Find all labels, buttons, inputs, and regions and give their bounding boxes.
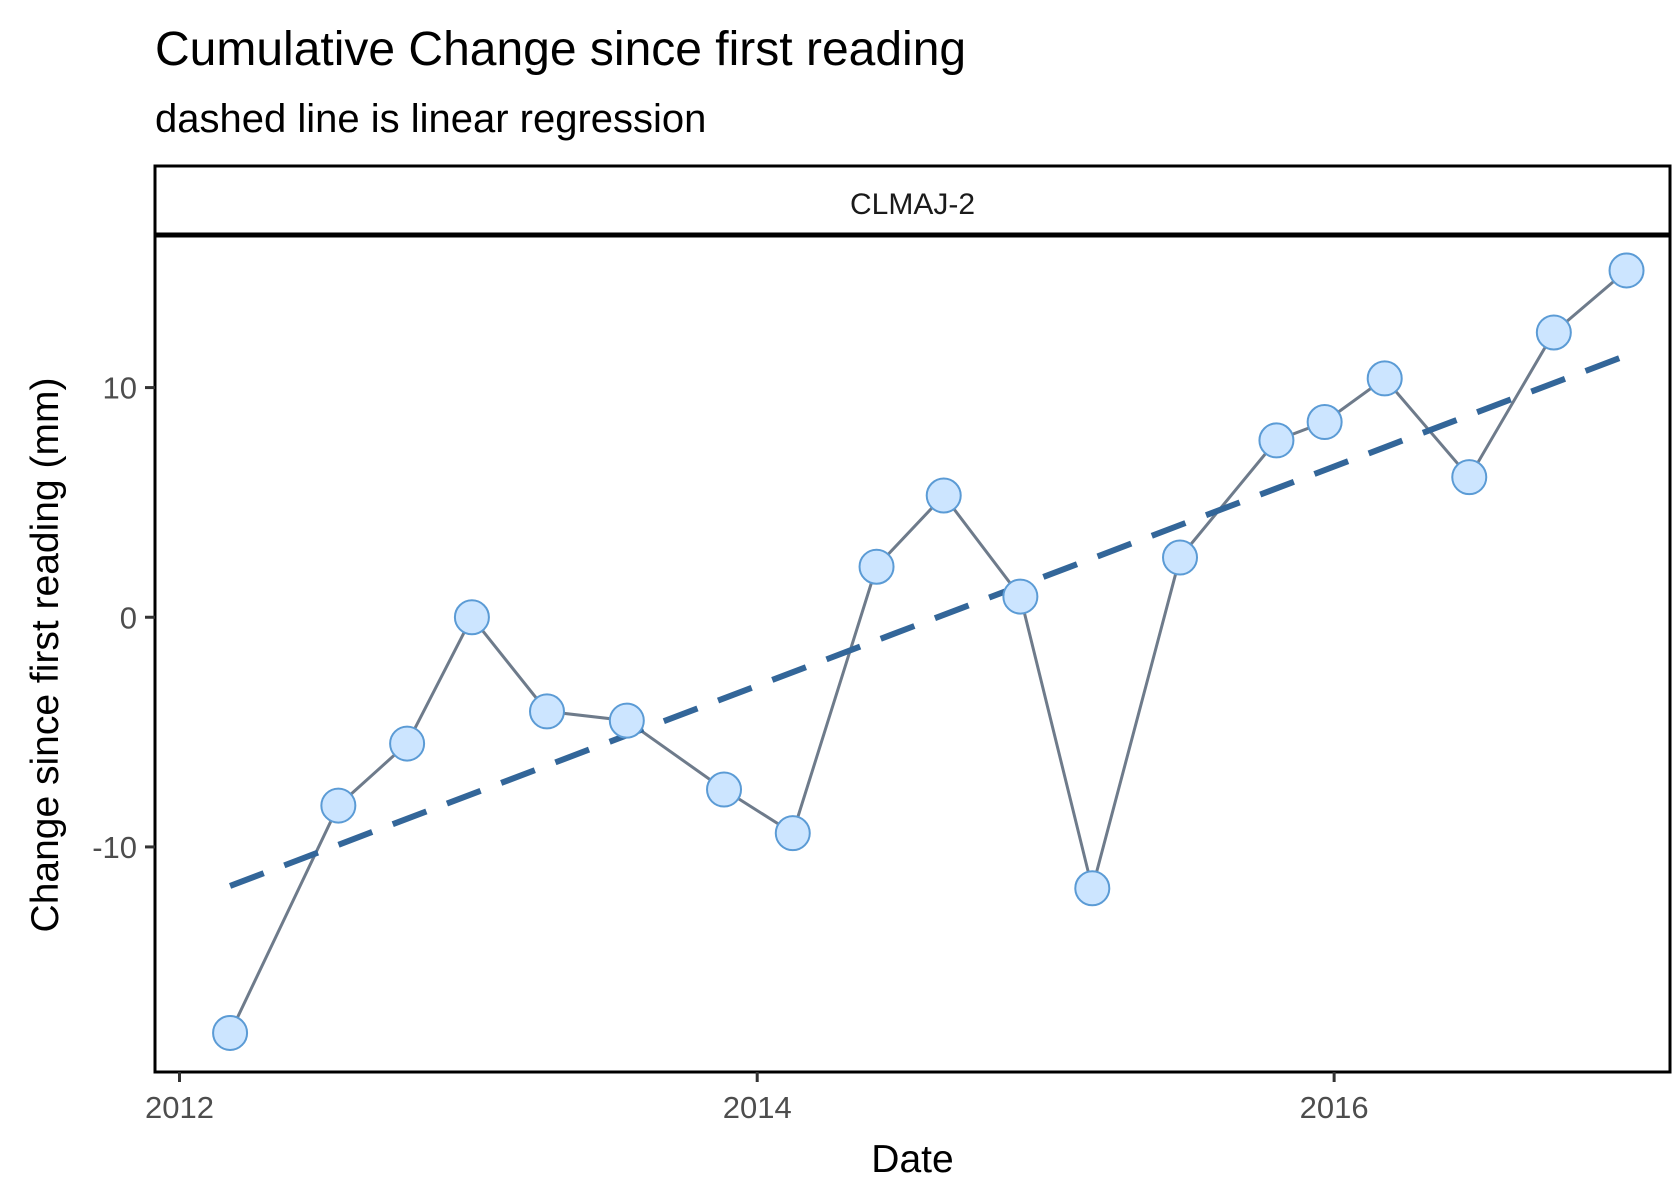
y-axis-title: Change since first reading (mm) <box>24 378 67 933</box>
data-point <box>706 771 743 808</box>
y-axis: -10 0 10 <box>92 371 155 865</box>
x-axis-title: Date <box>871 1138 953 1181</box>
data-point <box>1535 314 1572 351</box>
data-point <box>1074 870 1111 907</box>
plot-panel <box>153 234 1672 1074</box>
chart-subtitle: dashed line is linear regression <box>155 97 706 141</box>
y-tick-label: 0 <box>120 600 137 635</box>
data-point <box>925 477 962 514</box>
x-tick-label: 2016 <box>1300 1090 1369 1125</box>
data-point <box>320 787 357 824</box>
data-point <box>608 702 645 739</box>
data-point <box>1366 360 1403 397</box>
facet-strip-label: CLMAJ-2 <box>850 188 975 221</box>
data-point <box>528 693 565 730</box>
x-tick-label: 2014 <box>723 1090 792 1125</box>
data-point <box>1306 404 1343 441</box>
data-point <box>858 548 895 585</box>
data-point <box>212 1014 249 1051</box>
data-point <box>1451 459 1488 496</box>
facet-strip <box>153 164 1672 236</box>
y-tick-label: 10 <box>103 371 137 406</box>
y-tick-label: -10 <box>92 830 137 865</box>
regression-line <box>229 352 1628 889</box>
data-point <box>453 599 490 636</box>
data-point <box>774 815 811 852</box>
data-point <box>389 725 426 762</box>
data-point <box>1258 422 1295 459</box>
x-tick-label: 2012 <box>145 1090 214 1125</box>
data-point <box>1002 578 1039 615</box>
data-point <box>1608 252 1645 289</box>
data-point <box>1162 539 1199 576</box>
chart-title: Cumulative Change since first reading <box>155 23 966 76</box>
x-axis: 2012 2014 2016 <box>145 1072 1369 1125</box>
data-layer <box>212 252 1645 1051</box>
series-line <box>228 269 1628 1034</box>
